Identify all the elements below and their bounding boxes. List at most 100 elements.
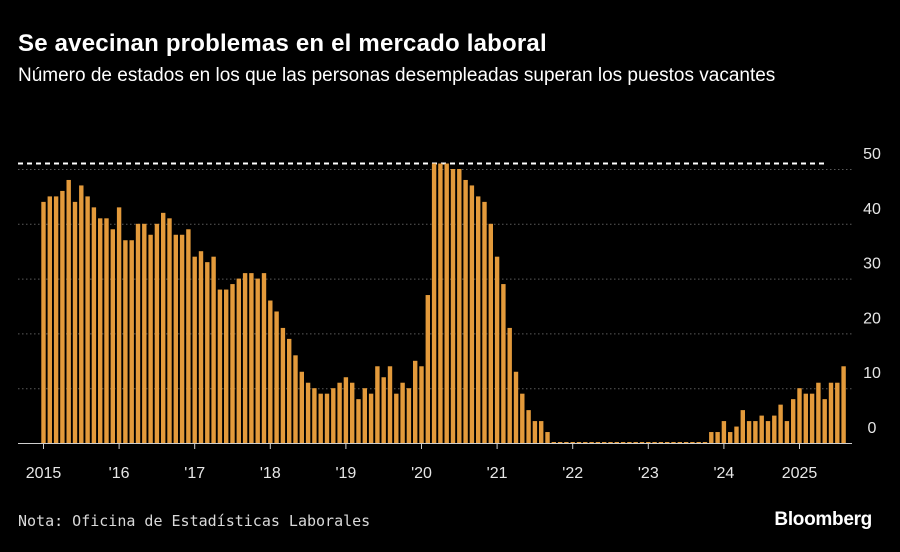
bar <box>589 442 594 443</box>
bar <box>217 289 223 443</box>
bar <box>425 295 430 443</box>
bar <box>387 366 393 443</box>
y-tick-label: 0 <box>868 420 877 437</box>
chart-title: Se avecinan problemas en el mercado labo… <box>18 30 547 57</box>
bars <box>41 163 846 443</box>
bar <box>268 300 273 443</box>
bar <box>583 442 588 443</box>
bar <box>444 163 449 443</box>
bar <box>110 229 115 443</box>
bar <box>721 421 727 443</box>
bar <box>135 223 141 443</box>
bar <box>249 273 254 443</box>
bar <box>91 207 97 443</box>
x-tick-label: '23 <box>638 465 659 482</box>
bar <box>343 377 349 443</box>
bar <box>331 388 336 443</box>
bar <box>205 262 210 443</box>
bar <box>709 432 714 443</box>
bar <box>287 338 292 443</box>
bar <box>305 382 311 443</box>
bar <box>230 284 235 443</box>
bar <box>658 442 664 443</box>
bar <box>66 179 71 443</box>
bar <box>167 218 172 443</box>
bar <box>255 278 260 443</box>
bar <box>671 442 676 443</box>
bar <box>293 355 298 443</box>
bar <box>545 432 550 443</box>
bar <box>142 223 147 443</box>
bar <box>627 442 632 443</box>
y-tick-label: 30 <box>863 256 881 273</box>
bar <box>482 201 487 443</box>
bar <box>116 207 122 443</box>
y-tick-label: 20 <box>863 310 881 327</box>
bar <box>652 442 657 443</box>
x-tick-label: 2015 <box>26 465 62 482</box>
bar <box>476 196 481 443</box>
bar <box>419 366 424 443</box>
bar <box>696 442 701 443</box>
bar <box>104 218 109 443</box>
bar <box>413 360 418 443</box>
bar <box>381 377 386 443</box>
bar <box>375 366 380 443</box>
bar <box>570 442 575 443</box>
bar <box>507 327 512 443</box>
bar <box>457 169 462 443</box>
bar <box>690 442 695 443</box>
bar <box>759 415 764 443</box>
bar <box>47 196 52 443</box>
y-tick-label: 50 <box>863 146 881 163</box>
bar <box>350 382 355 443</box>
bar <box>551 442 556 443</box>
bar <box>431 163 437 443</box>
bar <box>186 229 191 443</box>
bar <box>746 421 752 443</box>
bar <box>173 234 178 443</box>
x-tick-label: '24 <box>713 465 734 482</box>
bar <box>702 442 708 443</box>
bar <box>394 393 399 443</box>
bar <box>564 442 569 443</box>
bar <box>639 442 645 443</box>
bar <box>224 289 229 443</box>
bar <box>179 234 185 443</box>
bar <box>526 410 531 443</box>
bar <box>734 426 739 443</box>
bar <box>79 185 84 443</box>
bar <box>198 251 204 443</box>
bar <box>312 388 317 443</box>
bar <box>154 223 160 443</box>
bar <box>520 393 525 443</box>
bar <box>469 185 475 443</box>
bar <box>41 201 46 443</box>
bar <box>488 223 493 443</box>
bar <box>406 388 412 443</box>
bar <box>665 442 670 443</box>
bar <box>532 421 538 443</box>
bar <box>740 410 745 443</box>
bar <box>450 169 456 443</box>
bar <box>841 366 846 443</box>
bar <box>324 393 330 443</box>
x-tick-label: '17 <box>184 465 205 482</box>
bar <box>803 393 808 443</box>
bar <box>646 442 651 443</box>
bar <box>98 218 103 443</box>
bar <box>129 240 134 443</box>
bar <box>242 273 248 443</box>
bar <box>784 421 790 443</box>
bar <box>318 393 323 443</box>
y-tick-label: 40 <box>863 201 881 218</box>
bar <box>822 399 827 443</box>
bar <box>677 442 682 443</box>
bar <box>728 432 733 443</box>
bar <box>791 399 796 443</box>
bar <box>400 382 405 443</box>
bar <box>463 179 468 443</box>
bar <box>835 382 840 443</box>
bar <box>772 415 777 443</box>
